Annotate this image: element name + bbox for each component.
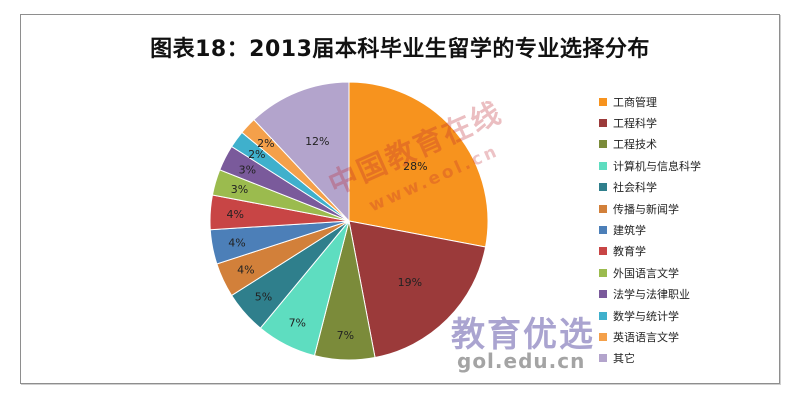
pie-slice-1 bbox=[348, 220, 487, 359]
legend-item-7: 教育学 bbox=[599, 241, 779, 262]
legend-swatch-1 bbox=[599, 119, 607, 128]
pie-data-label-9: 3% bbox=[239, 163, 256, 176]
pie-data-label-8: 3% bbox=[231, 183, 248, 196]
legend-swatch-3 bbox=[599, 161, 607, 170]
legend-item-5: 传播与新闻学 bbox=[599, 198, 779, 219]
pie-chart: 28%19%7%7%5%4%4%4%3%3%2%2% 12% bbox=[209, 81, 489, 361]
legend-swatch-11 bbox=[599, 332, 607, 341]
pie-data-label-7: 4% bbox=[226, 208, 243, 221]
legend-item-2: 工程技术 bbox=[599, 134, 779, 155]
legend-label-8: 外国语言文学 bbox=[613, 266, 679, 280]
legend-label-4: 社会科学 bbox=[613, 181, 657, 195]
pie-data-label-1: 19% bbox=[398, 276, 422, 289]
legend-item-12: 其它 bbox=[599, 348, 779, 369]
pie-data-label-5: 4% bbox=[237, 264, 254, 277]
pie-slice-12 bbox=[253, 81, 350, 223]
legend-label-2: 工程技术 bbox=[613, 138, 657, 152]
pie-data-label-2: 7% bbox=[337, 329, 354, 342]
legend-label-9: 法学与法律职业 bbox=[613, 288, 690, 302]
legend-swatch-9 bbox=[599, 290, 607, 299]
legend-label-7: 教育学 bbox=[613, 245, 646, 259]
legend-swatch-0 bbox=[599, 97, 607, 106]
legend-label-12: 其它 bbox=[613, 352, 635, 366]
legend-item-0: 工商管理 bbox=[599, 91, 779, 112]
pie-slice-0 bbox=[348, 81, 489, 248]
legend-swatch-5 bbox=[599, 204, 607, 213]
legend-swatch-12 bbox=[599, 354, 607, 363]
legend-label-6: 建筑学 bbox=[613, 224, 646, 238]
legend-item-1: 工程科学 bbox=[599, 112, 779, 133]
legend-item-8: 外国语言文学 bbox=[599, 262, 779, 283]
legend-label-5: 传播与新闻学 bbox=[613, 202, 679, 216]
legend-label-10: 数学与统计学 bbox=[613, 309, 679, 323]
chart-legend: 工商管理工程科学工程技术计算机与信息科学 社会科学传播与新闻学 建筑学教育学外国语言… bbox=[599, 91, 779, 369]
legend-swatch-6 bbox=[599, 226, 607, 235]
pie-data-label-12: 12% bbox=[305, 135, 329, 148]
legend-item-10: 数学与统计学 bbox=[599, 305, 779, 326]
legend-label-3: 计算机与信息科学 bbox=[613, 159, 701, 173]
pie-data-label-6: 4% bbox=[228, 236, 245, 249]
legend-swatch-10 bbox=[599, 311, 607, 320]
legend-item-9: 法学与法律职业 bbox=[599, 284, 779, 305]
legend-item-11: 英语语言文学 bbox=[599, 326, 779, 347]
pie-data-label-11: 2% bbox=[257, 137, 274, 150]
legend-swatch-2 bbox=[599, 140, 607, 149]
chart-title: 图表18：2013届本科毕业生留学的专业选择分布 bbox=[150, 37, 650, 62]
pie-data-label-0: 28% bbox=[403, 160, 427, 173]
legend-label-0: 工商管理 bbox=[613, 95, 657, 109]
pie-data-label-3: 7% bbox=[289, 317, 306, 330]
chart-frame: 图表18：2013届本科毕业生留学的专业选择分布 28% 19% 7% 7% 5% 4% 4… bbox=[20, 14, 780, 384]
legend-label-11: 英语语言文学 bbox=[613, 330, 679, 344]
legend-item-4: 社会科学 bbox=[599, 177, 779, 198]
legend-swatch-4 bbox=[599, 183, 607, 192]
legend-item-6: 建筑学 bbox=[599, 219, 779, 240]
legend-swatch-7 bbox=[599, 247, 607, 256]
legend-item-3: 计算机与信息科学 bbox=[599, 155, 779, 176]
pie-data-label-10: 2% bbox=[248, 148, 265, 161]
legend-label-1: 工程科学 bbox=[613, 117, 657, 131]
pie-data-label-4: 5% bbox=[255, 290, 272, 303]
legend-swatch-8 bbox=[599, 268, 607, 277]
